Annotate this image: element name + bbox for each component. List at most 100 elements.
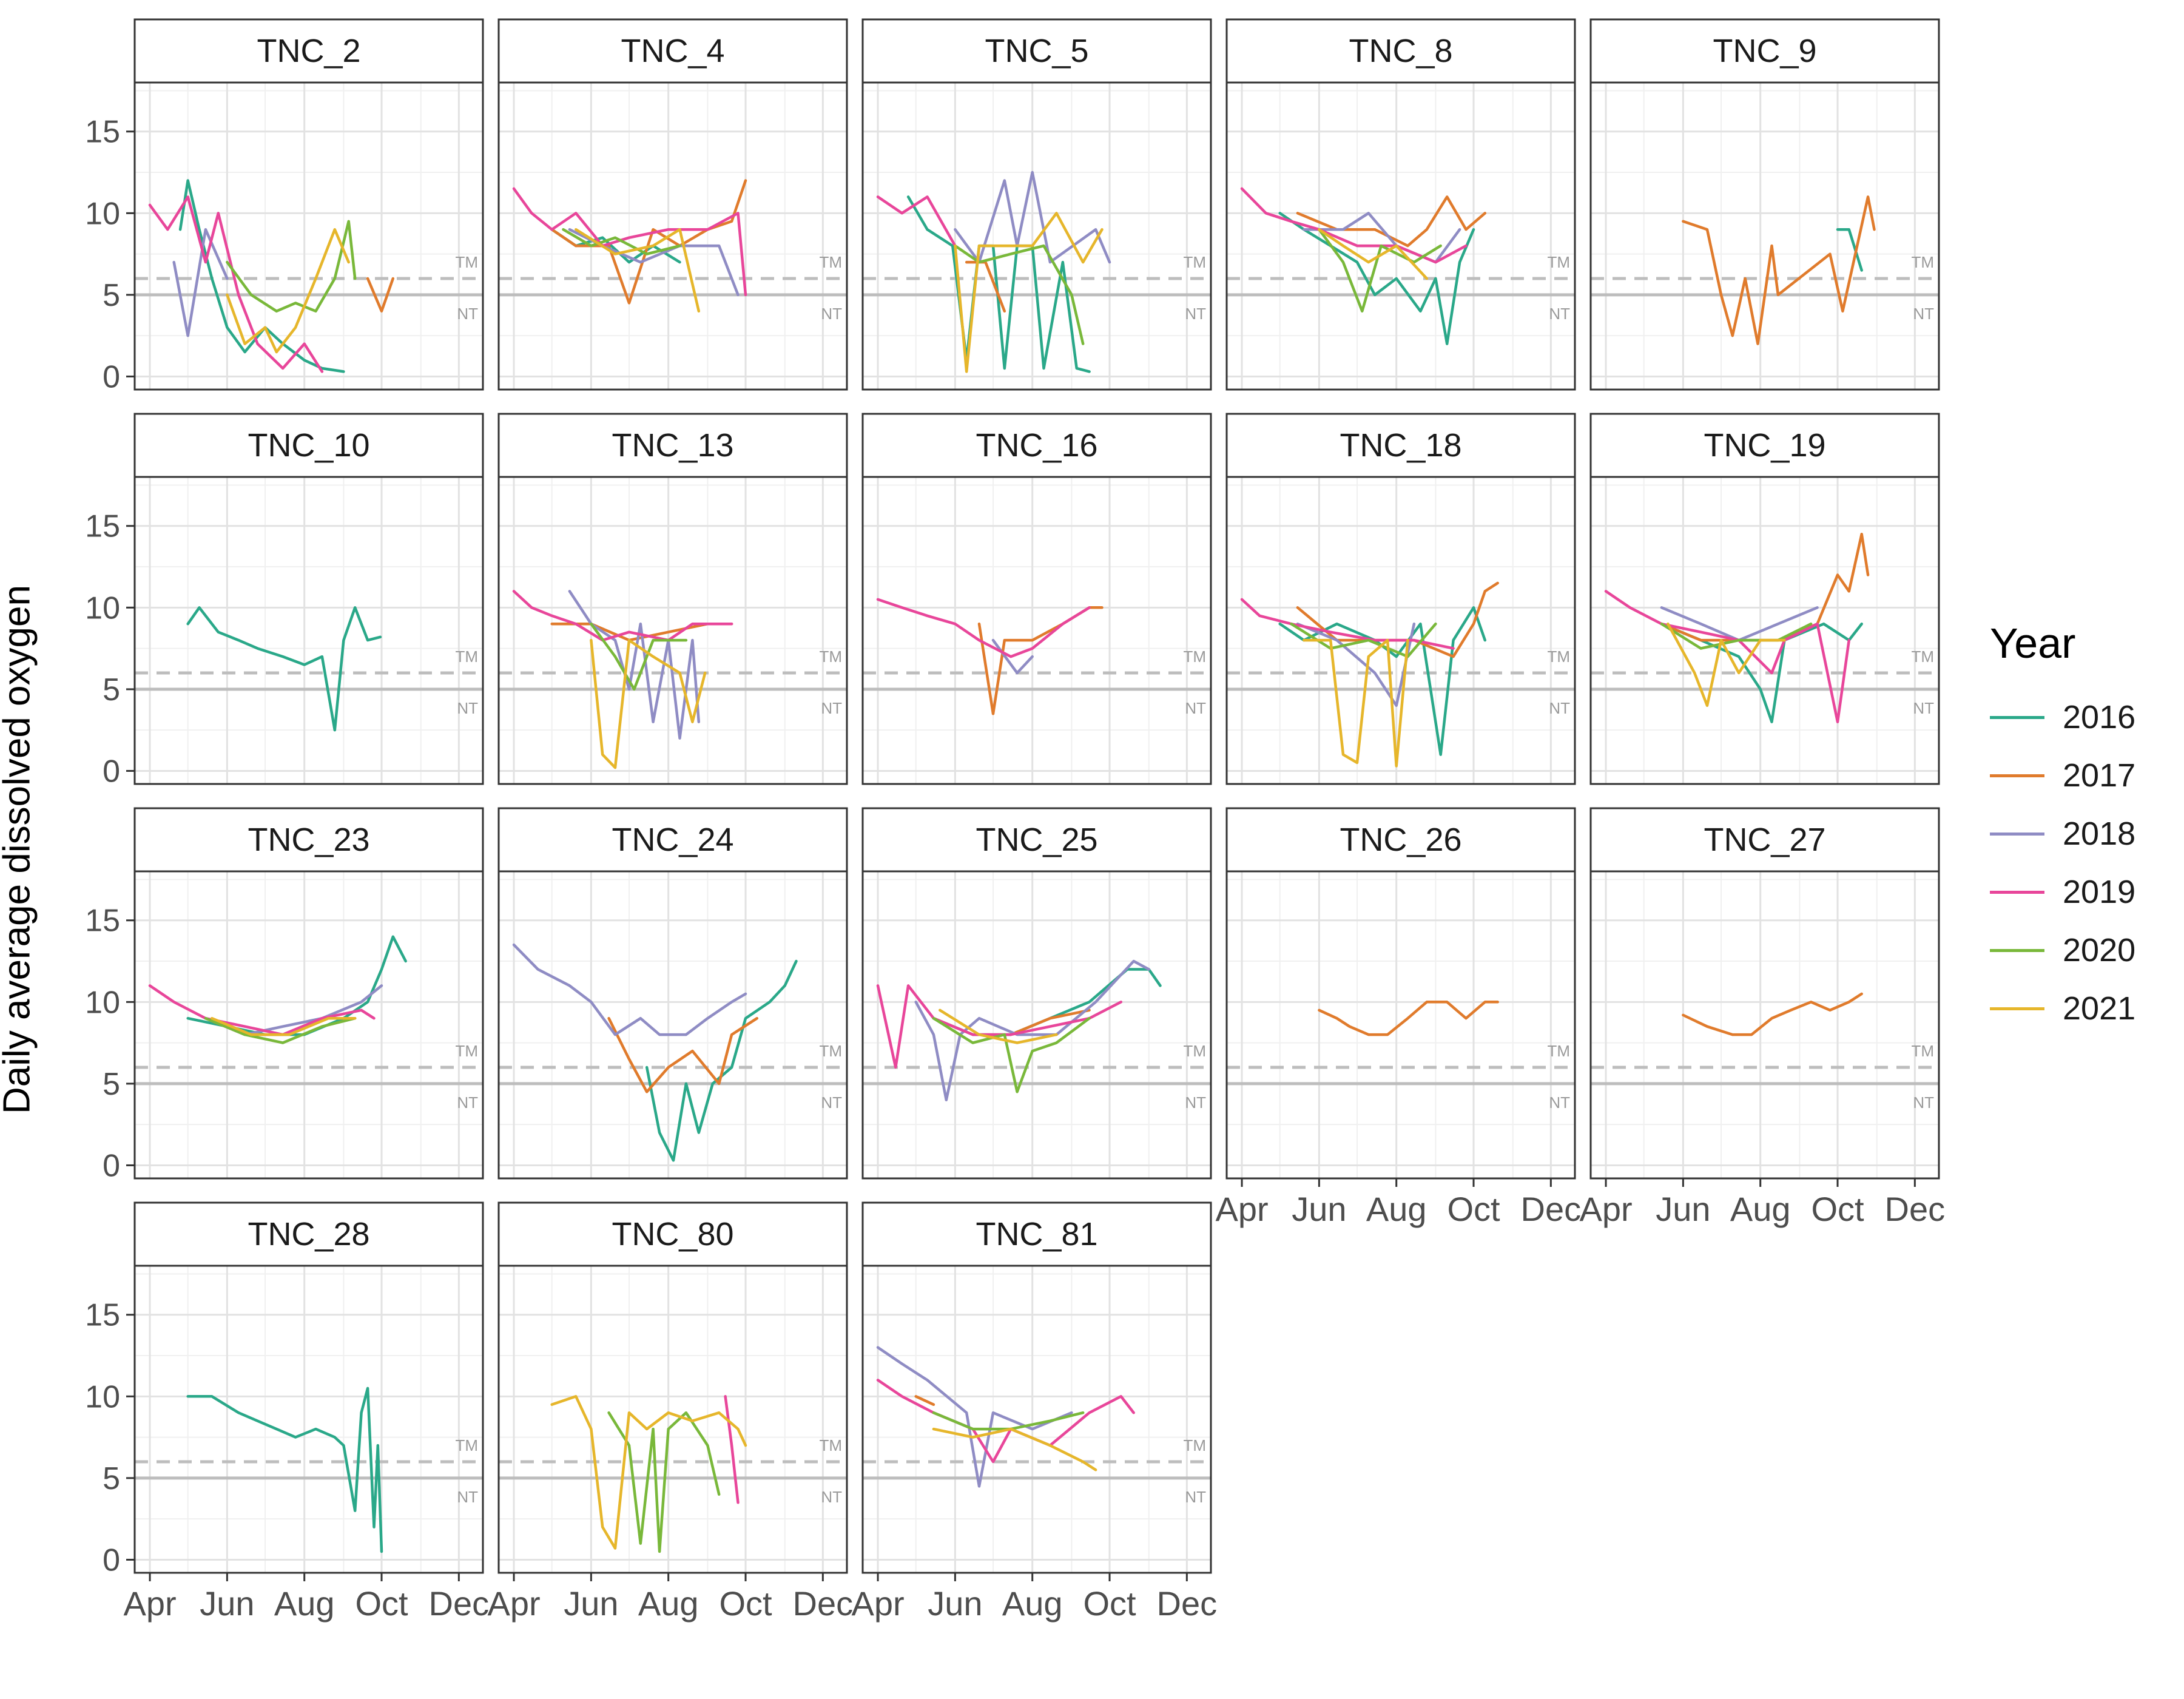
panel-TNC_2: TNC_2 TM NT 0 5 10 15 [85, 18, 484, 394]
legend-label-2017: 2017 [2063, 757, 2136, 794]
series-line-2021 [226, 228, 350, 354]
y-tick-label: 15 [85, 509, 120, 544]
series-line-2016 [1836, 228, 1863, 272]
y-tick-label: 15 [85, 115, 120, 150]
reference-label-TM: TM [1911, 253, 1934, 271]
legend-label-2018: 2018 [2063, 816, 2136, 852]
x-tick-label: Dec [429, 1584, 490, 1623]
series-line-2018 [914, 959, 1150, 1102]
facet-strip-label: TNC_80 [612, 1216, 733, 1252]
y-tick-label: 10 [85, 196, 120, 231]
x-tick-label: Aug [1002, 1584, 1063, 1623]
legend-entry-2017: 2017 [1990, 746, 2172, 805]
x-tick-label: Aug [1730, 1190, 1791, 1228]
facet-strip-label: TNC_16 [976, 427, 1097, 464]
series-line-2017 [550, 179, 747, 305]
y-tick-label: 10 [85, 985, 120, 1020]
x-tick-label: Oct [719, 1584, 772, 1623]
panel-border [497, 1265, 848, 1574]
legend: Year 2016 2017 2018 2019 2020 2021 [1990, 619, 2172, 1038]
x-tick-label: Aug [1366, 1190, 1427, 1228]
reference-label-NT: NT [1185, 699, 1206, 717]
reference-label-NT: NT [457, 1093, 478, 1112]
series-line-2020 [590, 622, 688, 691]
plot-background [499, 83, 847, 390]
panel-TNC_4: TNC_4 TM NT [497, 18, 848, 391]
reference-label-NT: NT [821, 305, 842, 323]
series-line-2021 [1318, 228, 1429, 280]
facet-strip-label: TNC_19 [1704, 427, 1825, 464]
x-tick-label: Oct [1083, 1584, 1136, 1623]
reference-label-NT: NT [1913, 699, 1934, 717]
x-tick-label: Aug [638, 1584, 699, 1623]
x-tick-label: Apr [123, 1584, 176, 1623]
panel-border [133, 1265, 484, 1574]
reference-label-TM: TM [1911, 647, 1934, 666]
facet-strip [1225, 18, 1576, 84]
series-line-2016 [906, 195, 1091, 373]
y-axis-label: Daily average dissolved oxygen [0, 585, 38, 1114]
x-tick-label: Apr [1215, 1190, 1268, 1228]
legend-swatch-2017 [1990, 774, 2044, 777]
facet-strip [133, 18, 484, 84]
reference-label-NT: NT [821, 699, 842, 717]
panel-TNC_5: TNC_5 TM NT [861, 18, 1212, 391]
reference-label-NT: NT [1185, 305, 1206, 323]
reference-label-TM: TM [819, 1042, 842, 1060]
plot-background [499, 1266, 847, 1573]
x-tick-label: Dec [1157, 1584, 1218, 1623]
y-tick-label: 0 [103, 1148, 120, 1183]
panel-TNC_25: TNC_25 TM NT [861, 807, 1212, 1180]
series-line-2021 [590, 638, 707, 769]
reference-label-NT: NT [1549, 305, 1570, 323]
x-tick-label: Dec [1885, 1190, 1946, 1228]
legend-entry-2016: 2016 [1990, 688, 2172, 746]
series-line-2018 [1296, 622, 1416, 708]
x-tick-label: Jun [200, 1584, 254, 1623]
reference-label-TM: TM [1547, 647, 1570, 666]
series-line-2019 [876, 598, 1091, 658]
legend-swatch-2021 [1990, 1007, 2044, 1010]
x-tick-label: Jun [928, 1584, 982, 1623]
reference-label-NT: NT [457, 1488, 478, 1506]
facet-strip [497, 18, 848, 84]
panel-border [133, 870, 484, 1180]
series-line-2017 [607, 1016, 759, 1093]
facet-strip-label: TNC_81 [976, 1216, 1097, 1252]
legend-entry-2020: 2020 [1990, 921, 2172, 979]
series-line-2021 [932, 1427, 1097, 1471]
panel-TNC_80: TNC_80 TM NT Apr Jun Aug Oct Dec [487, 1201, 853, 1623]
series-line-2019 [1240, 187, 1468, 264]
panel-TNC_9: TNC_9 TM NT [1589, 18, 1940, 391]
panel-TNC_16: TNC_16 TM NT [861, 413, 1212, 785]
reference-label-TM: TM [819, 1436, 842, 1454]
series-line-2020 [607, 1411, 721, 1553]
series-line-2017 [1318, 1001, 1499, 1036]
plot-background [499, 871, 847, 1178]
series-line-2021 [939, 1008, 1058, 1044]
facet-strip [133, 807, 484, 873]
panel-TNC_81: TNC_81 TM NT Apr Jun Aug Oct Dec [851, 1201, 1218, 1623]
facet-strip [133, 1201, 484, 1267]
facet-strip-label: TNC_2 [257, 33, 360, 69]
x-tick-label: Oct [1447, 1190, 1500, 1228]
plot-background [1227, 477, 1575, 784]
x-tick-label: Apr [851, 1584, 904, 1623]
facet-strip-label: TNC_23 [248, 822, 369, 858]
x-tick-label: Apr [487, 1584, 540, 1623]
panel-border [1589, 476, 1940, 785]
panel-TNC_10: TNC_10 TM NT 0 5 10 15 [85, 413, 484, 789]
legend-label-2019: 2019 [2063, 874, 2136, 910]
panel-border [1225, 870, 1576, 1180]
x-tick-label: Oct [355, 1584, 408, 1623]
series-line-2018 [1303, 212, 1461, 264]
reference-label-NT: NT [1549, 699, 1570, 717]
series-line-2016 [645, 959, 798, 1162]
plot-background [1227, 83, 1575, 390]
series-line-2017 [1296, 581, 1499, 658]
y-tick-label: 0 [103, 359, 120, 394]
y-tick-label: 5 [103, 1461, 120, 1496]
panel-border [861, 81, 1212, 391]
series-line-2021 [954, 212, 1104, 373]
